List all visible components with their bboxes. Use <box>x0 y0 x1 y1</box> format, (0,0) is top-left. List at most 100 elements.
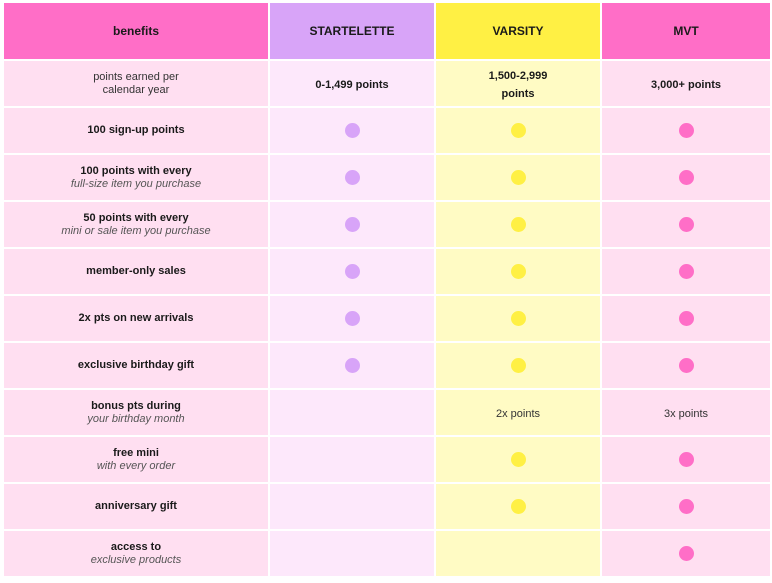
tier-varsity-cell: 2x points <box>434 388 602 437</box>
benefit-title: anniversary gift <box>95 500 177 512</box>
included-dot-icon <box>678 310 694 326</box>
benefit-subtitle: calendar year <box>102 83 170 96</box>
included-dot-icon <box>510 263 526 279</box>
included-dot-icon <box>678 498 694 514</box>
tier-mvt-cell <box>600 341 772 390</box>
tier-varsity-cell <box>434 247 602 296</box>
benefit-subtitle: your birthday month <box>87 412 185 425</box>
tier-mvt-cell <box>600 529 772 578</box>
tier-varsity-cell <box>434 106 602 155</box>
benefit-row: 100 points with every full-size item you … <box>2 153 772 202</box>
benefit-title: 100 points with every <box>80 164 192 177</box>
tier-value: 2x points <box>495 407 541 420</box>
tier-mvt-cell: 3,000+ points <box>600 59 772 108</box>
included-dot-icon <box>344 122 360 138</box>
included-dot-icon <box>510 451 526 467</box>
included-dot-icon <box>510 122 526 138</box>
tier-varsity-cell <box>434 153 602 202</box>
benefit-label-cell: points earned per calendar year <box>2 59 270 108</box>
benefit-row: exclusive birthday gift <box>2 341 772 390</box>
benefit-label-cell: exclusive birthday gift <box>2 341 270 390</box>
benefit-title: 2x pts on new arrivals <box>78 312 194 324</box>
included-dot-icon <box>510 216 526 232</box>
benefit-row: 2x pts on new arrivals <box>2 294 772 343</box>
benefit-label-cell: 100 points with every full-size item you … <box>2 153 270 202</box>
benefit-label-cell: anniversary gift <box>2 482 270 531</box>
tier-startelette-cell <box>268 482 436 531</box>
tier-mvt-cell <box>600 435 772 484</box>
tier-mvt-cell: 3x points <box>600 388 772 437</box>
included-dot-icon <box>678 122 694 138</box>
benefit-label-cell: 100 sign-up points <box>2 106 270 155</box>
header-tier-startelette: STARTELETTE <box>268 1 436 61</box>
benefit-label-cell: member-only sales <box>2 247 270 296</box>
benefit-title: exclusive birthday gift <box>77 359 195 371</box>
tier-startelette-cell <box>268 529 436 578</box>
included-dot-icon <box>510 310 526 326</box>
tier-mvt-cell <box>600 294 772 343</box>
tier-startelette-cell <box>268 294 436 343</box>
tier-startelette-cell <box>268 341 436 390</box>
tier-startelette-cell <box>268 388 436 437</box>
tier-varsity-cell: 1,500-2,999 points <box>434 59 602 108</box>
benefit-label-cell: bonus pts during your birthday month <box>2 388 270 437</box>
benefit-title: points earned per <box>93 70 179 83</box>
tier-varsity-cell <box>434 482 602 531</box>
included-dot-icon <box>510 169 526 185</box>
benefit-row: access to exclusive products <box>2 529 772 578</box>
included-dot-icon <box>678 357 694 373</box>
benefit-row: member-only sales <box>2 247 772 296</box>
tier-startelette-cell <box>268 200 436 249</box>
benefit-title: 50 points with every <box>83 211 189 224</box>
tier-varsity-cell <box>434 294 602 343</box>
included-dot-icon <box>678 451 694 467</box>
tier-value: 1,500-2,999 points <box>488 69 548 100</box>
included-dot-icon <box>344 216 360 232</box>
benefit-title: access to <box>110 540 162 553</box>
tier-varsity-cell <box>434 200 602 249</box>
included-dot-icon <box>344 169 360 185</box>
included-dot-icon <box>678 216 694 232</box>
benefit-label-cell: access to exclusive products <box>2 529 270 578</box>
tier-startelette-cell <box>268 435 436 484</box>
benefit-title: member-only sales <box>86 265 186 277</box>
included-dot-icon <box>510 357 526 373</box>
benefit-label-cell: 2x pts on new arrivals <box>2 294 270 343</box>
benefit-subtitle: exclusive products <box>90 553 182 566</box>
benefit-row: anniversary gift <box>2 482 772 531</box>
benefit-subtitle: with every order <box>96 459 176 472</box>
benefit-title: 100 sign-up points <box>87 124 185 136</box>
benefit-row: points earned per calendar year 0-1,499 po… <box>2 59 772 108</box>
tier-mvt-cell <box>600 482 772 531</box>
header-tier-mvt: MVT <box>600 1 772 61</box>
benefit-title: bonus pts during <box>91 399 181 412</box>
benefit-title: free mini <box>113 446 159 459</box>
benefit-label-cell: free mini with every order <box>2 435 270 484</box>
benefit-subtitle: full-size item you purchase <box>70 177 202 190</box>
tier-varsity-cell <box>434 529 602 578</box>
header-tier-varsity: VARSITY <box>434 1 602 61</box>
benefit-subtitle: mini or sale item you purchase <box>61 224 211 237</box>
tier-startelette-cell <box>268 153 436 202</box>
tier-startelette-cell <box>268 247 436 296</box>
tier-varsity-cell <box>434 341 602 390</box>
included-dot-icon <box>678 169 694 185</box>
benefit-row: free mini with every order <box>2 435 772 484</box>
tier-varsity-cell <box>434 435 602 484</box>
benefits-body: points earned per calendar year 0-1,499 po… <box>2 59 772 578</box>
tier-mvt-cell <box>600 153 772 202</box>
header-row: benefits STARTELETTE VARSITY MVT <box>2 1 772 61</box>
header-benefits: benefits <box>2 1 270 61</box>
included-dot-icon <box>344 310 360 326</box>
included-dot-icon <box>678 545 694 561</box>
included-dot-icon <box>510 498 526 514</box>
tier-mvt-cell <box>600 106 772 155</box>
tier-value: 3x points <box>663 407 709 420</box>
included-dot-icon <box>344 263 360 279</box>
benefit-label-cell: 50 points with every mini or sale item yo… <box>2 200 270 249</box>
tier-startelette-cell: 0-1,499 points <box>268 59 436 108</box>
included-dot-icon <box>678 263 694 279</box>
benefit-row: 50 points with every mini or sale item yo… <box>2 200 772 249</box>
tier-mvt-cell <box>600 247 772 296</box>
